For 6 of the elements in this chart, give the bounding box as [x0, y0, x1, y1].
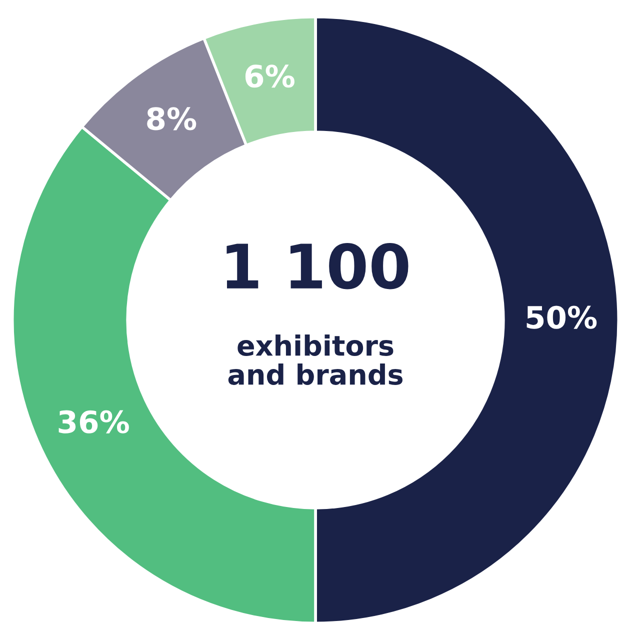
- data-label: 36%: [58, 410, 129, 434]
- text: 1 100: [226, 243, 408, 290]
- text: exhibitors and brands: [228, 334, 402, 385]
- data-label: 8%: [147, 107, 196, 130]
- data-label: 6%: [245, 64, 294, 88]
- data-label: 50%: [526, 306, 597, 329]
